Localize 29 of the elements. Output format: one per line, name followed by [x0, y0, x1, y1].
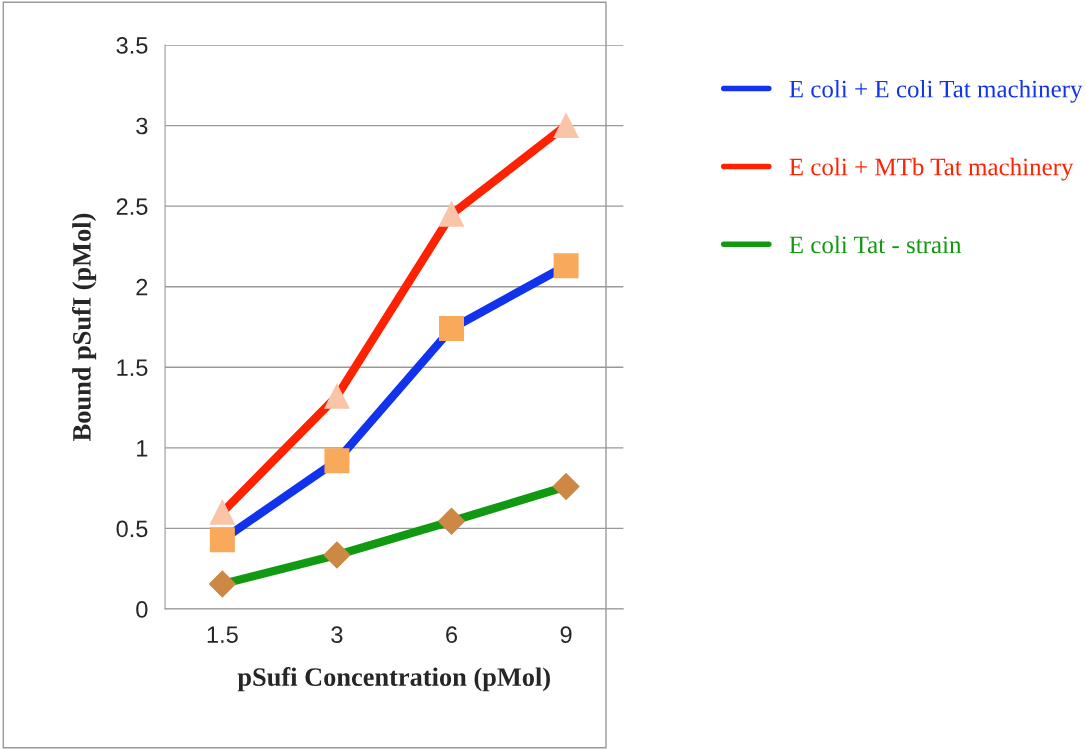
y-tick-label: 1 — [137, 440, 148, 457]
point — [553, 253, 579, 279]
x-tick-label: 6 — [446, 626, 458, 644]
point — [439, 316, 465, 342]
y-tick-label: 2.5 — [116, 198, 148, 215]
point — [209, 527, 235, 553]
point — [439, 201, 465, 227]
point — [438, 507, 465, 535]
y-axis-title: Bound pSufI (pMol) — [71, 213, 97, 441]
y-tick-label: 0.5 — [116, 520, 148, 538]
x-tick-label: 3 — [331, 626, 343, 644]
point — [209, 499, 235, 525]
point — [323, 541, 351, 569]
point — [324, 448, 350, 474]
point — [208, 570, 236, 598]
y-tick-label: 2 — [136, 278, 148, 296]
y-tick-label: 3 — [136, 117, 148, 135]
y-tick-label: 0 — [136, 601, 148, 618]
legend-label: E coli + MTb Tat machinery — [789, 157, 1074, 181]
x-tick-label: 1.5 — [207, 626, 238, 644]
legend-label: E coli Tat - strain — [789, 235, 962, 254]
y-tick-label: 3.5 — [116, 37, 148, 54]
point — [553, 113, 579, 139]
point — [324, 383, 350, 409]
legend-label: E coli + E coli Tat machinery — [789, 79, 1083, 103]
x-tick-label: 9 — [560, 626, 572, 644]
x-axis-title: pSufi Concentration (pMol) — [237, 667, 550, 692]
y-tick-label: 1.5 — [117, 359, 148, 377]
point — [552, 473, 580, 500]
